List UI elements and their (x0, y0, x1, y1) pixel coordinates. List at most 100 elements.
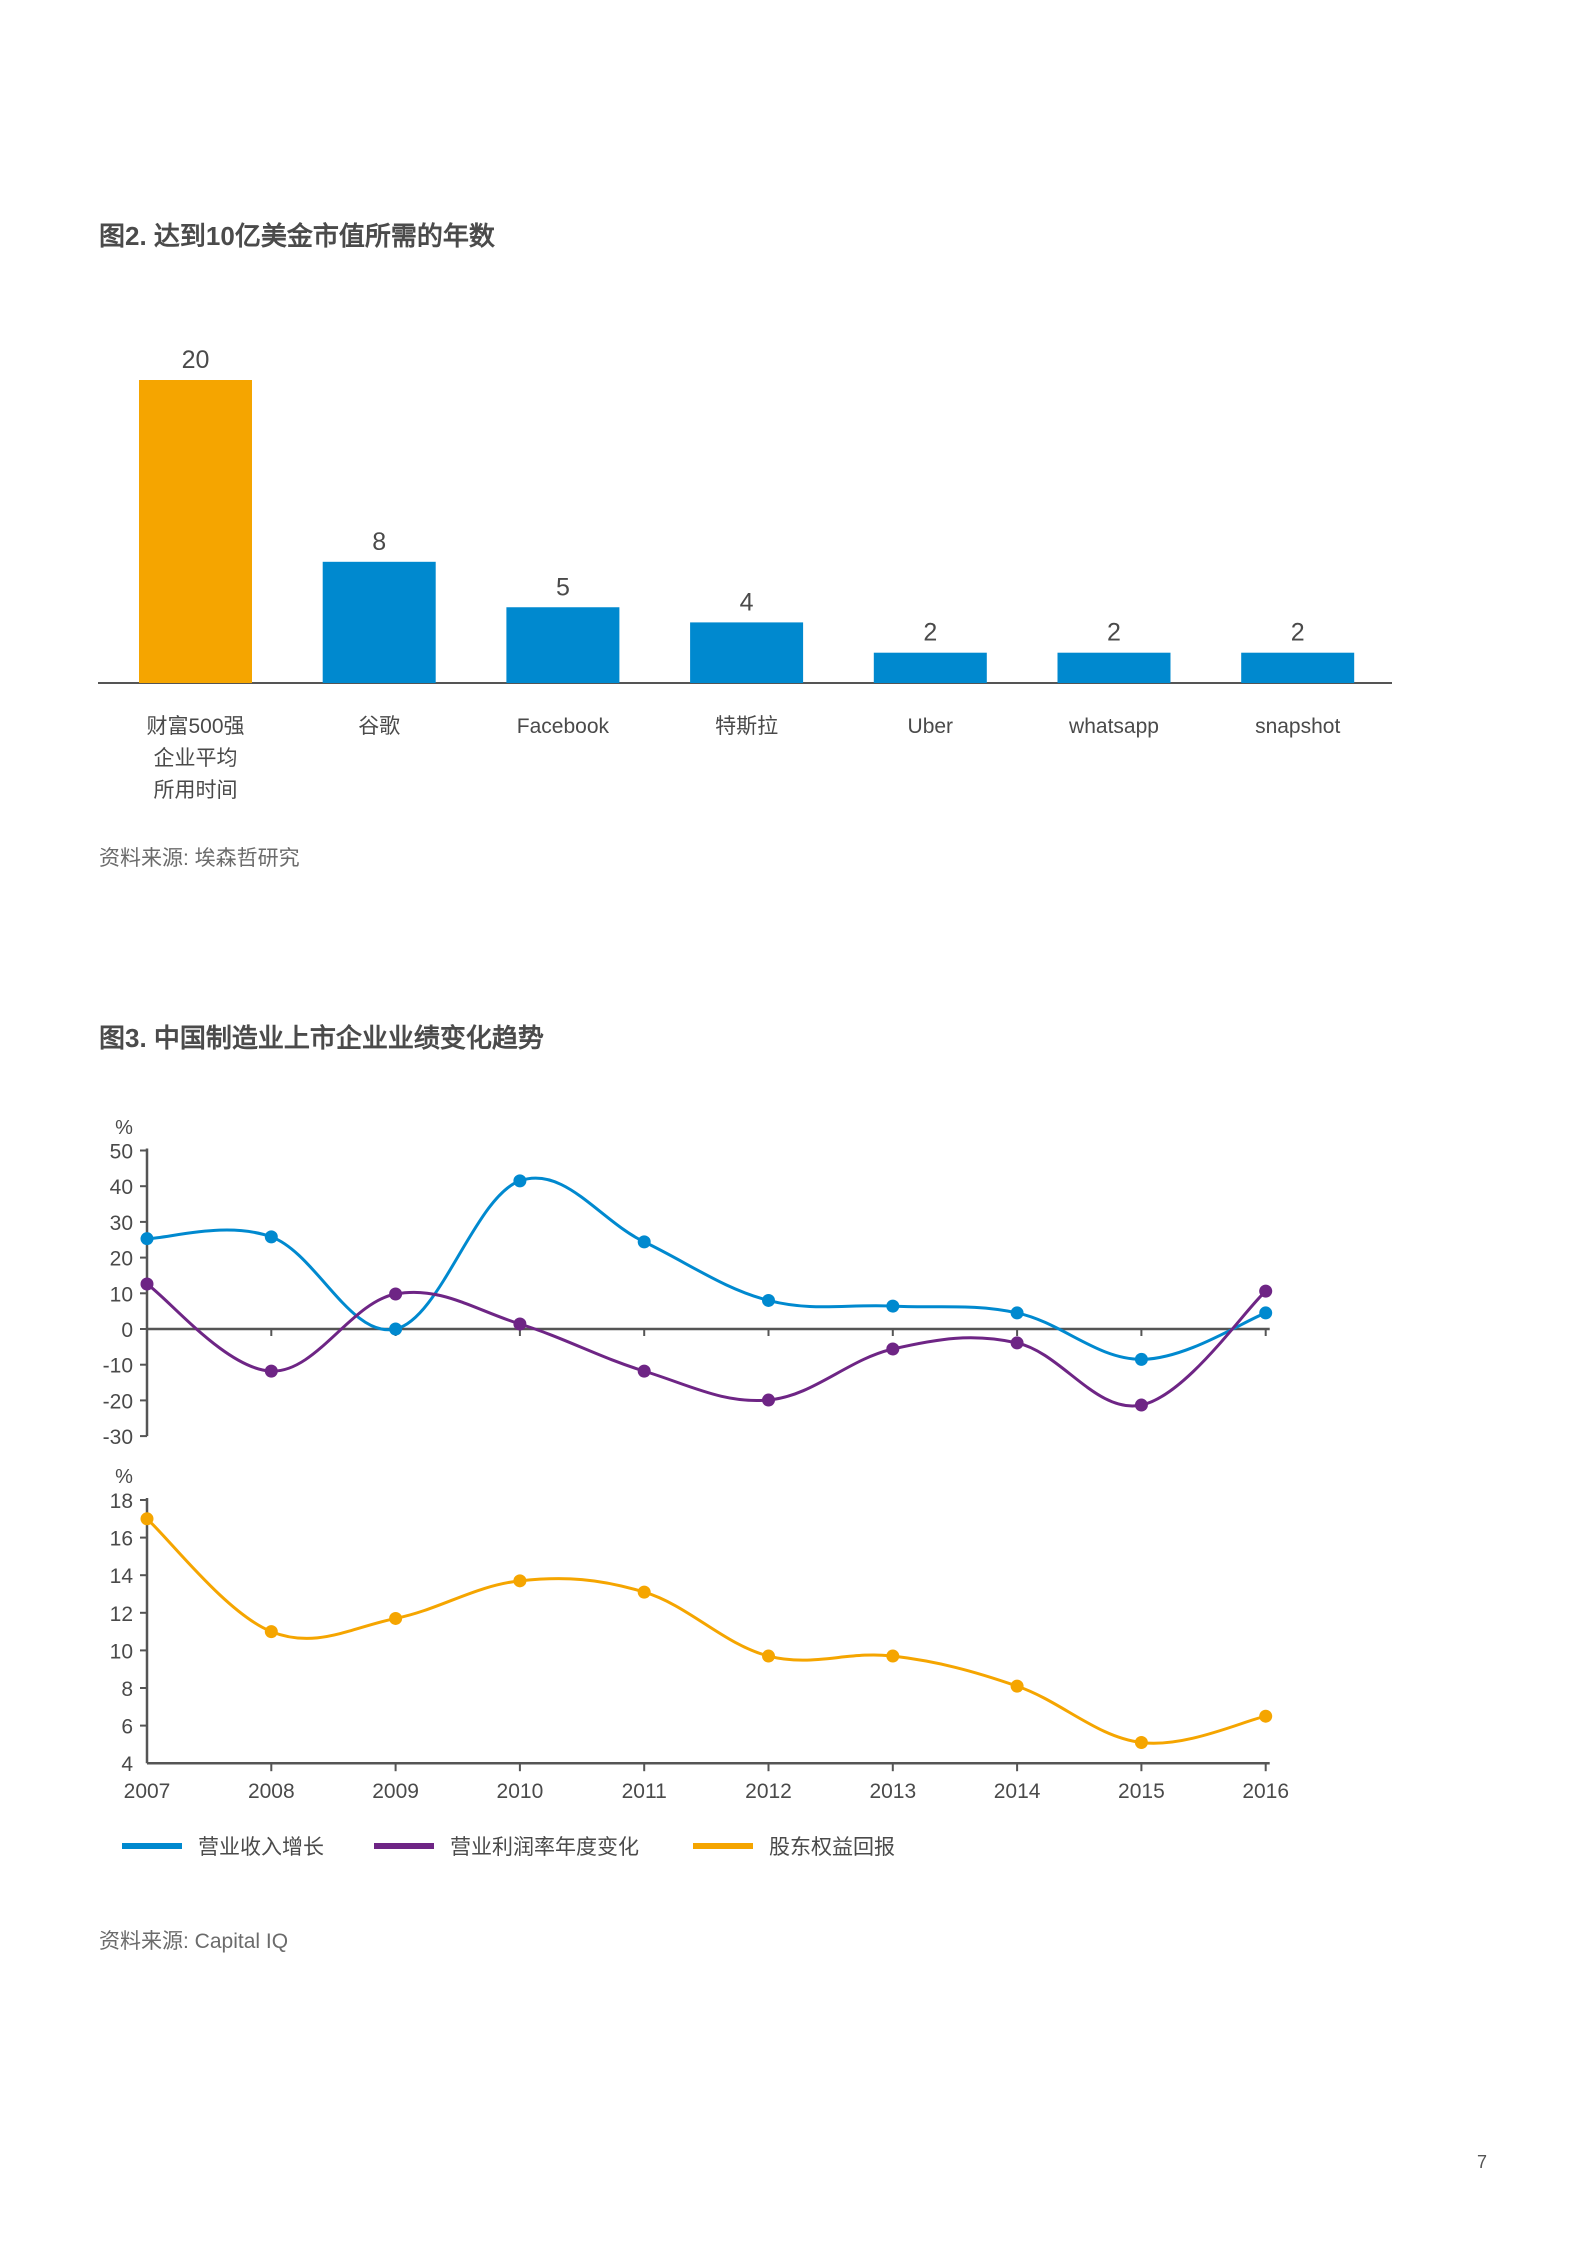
category-label: Facebook (517, 715, 610, 738)
bar-value-label: 20 (182, 346, 210, 374)
data-point (886, 1342, 900, 1356)
category-label: 谷歌 (358, 715, 400, 738)
data-point (886, 1299, 900, 1313)
x-tick-label: 2008 (248, 1780, 295, 1803)
data-point (637, 1585, 651, 1599)
lower-unit-label: % (115, 1466, 133, 1488)
bar-value-label: 2 (923, 619, 937, 647)
x-tick-label: 2016 (1242, 1780, 1289, 1803)
data-point (1010, 1306, 1024, 1320)
data-point (886, 1649, 900, 1663)
legend-label: 营业利润率年度变化 (450, 1836, 639, 1859)
data-point (140, 1512, 154, 1526)
data-point (1010, 1679, 1024, 1693)
legend-item-roe: 股东权益回报 (693, 1831, 895, 1861)
legend-item-margin-change: 营业利润率年度变化 (374, 1831, 693, 1861)
bar (139, 380, 252, 683)
y-tick-label: 4 (121, 1753, 133, 1776)
data-point (1134, 1352, 1148, 1366)
data-point (762, 1649, 775, 1663)
category-label: Uber (908, 715, 954, 738)
legend-swatch-orange (693, 1843, 753, 1849)
data-point (264, 1230, 278, 1244)
data-point (1259, 1284, 1273, 1298)
data-point (1259, 1709, 1273, 1723)
category-label: 所用时间 (154, 779, 238, 802)
data-point (637, 1364, 651, 1378)
figure3-source: 资料来源: Capital IQ (99, 1930, 289, 1953)
data-point (140, 1232, 154, 1246)
y-tick-label: 40 (110, 1176, 133, 1199)
x-tick-label: 2007 (124, 1780, 171, 1803)
data-point (513, 1574, 527, 1588)
data-point (1134, 1736, 1148, 1750)
chart-legend: 营业收入增长 营业利润率年度变化 股东权益回报 (122, 1831, 895, 1861)
series-line (146, 1176, 1267, 1361)
y-tick-label: -30 (103, 1426, 133, 1449)
data-point (389, 1611, 403, 1625)
figure2-source: 资料来源: 埃森哲研究 (99, 847, 300, 870)
x-tick-label: 2009 (372, 1780, 419, 1803)
bar (1057, 652, 1171, 683)
y-tick-label: 0 (121, 1319, 133, 1342)
y-tick-label: -10 (103, 1355, 133, 1378)
series-line (146, 1282, 1267, 1408)
bar-value-label: 4 (740, 588, 754, 616)
y-tick-label: 18 (110, 1490, 133, 1513)
data-point (762, 1393, 775, 1407)
data-point (264, 1625, 278, 1639)
series-line (145, 1517, 1267, 1745)
legend-swatch-blue (122, 1843, 182, 1849)
y-tick-label: 50 (110, 1141, 133, 1164)
data-point (1134, 1398, 1148, 1412)
figure3-title: 图3. 中国制造业上市企业业绩变化趋势 (99, 1023, 544, 1053)
bar (690, 622, 804, 683)
legend-label: 营业收入增长 (198, 1836, 324, 1859)
x-tick-label: 2013 (869, 1780, 916, 1803)
category-label: 特斯拉 (715, 715, 778, 738)
y-tick-label: 20 (110, 1248, 133, 1271)
data-point (1259, 1306, 1273, 1320)
figure2-title: 图2. 达到10亿美金市值所需的年数 (99, 221, 495, 251)
y-tick-label: 12 (110, 1603, 133, 1626)
data-point (140, 1277, 154, 1291)
page-number: 7 (1477, 2152, 1488, 2172)
bar (506, 607, 620, 683)
x-tick-label: 2015 (1118, 1780, 1165, 1803)
data-point (513, 1317, 527, 1331)
bar-value-label: 5 (556, 573, 570, 601)
y-tick-label: 10 (110, 1283, 133, 1306)
data-point (389, 1322, 403, 1336)
y-tick-label: 6 (121, 1716, 133, 1739)
upper-unit-label: % (115, 1117, 133, 1139)
bar-value-label: 2 (1291, 619, 1305, 647)
bar-value-label: 2 (1107, 619, 1121, 647)
category-label: 财富500强 (146, 715, 244, 738)
y-tick-label: 30 (110, 1212, 133, 1235)
x-tick-label: 2011 (622, 1780, 667, 1803)
data-point (264, 1364, 278, 1378)
category-label: 企业平均 (154, 747, 238, 770)
bar (322, 561, 436, 683)
y-tick-label: 16 (110, 1528, 133, 1551)
legend-label: 股东权益回报 (769, 1836, 895, 1859)
legend-item-revenue-growth: 营业收入增长 (122, 1831, 374, 1861)
x-tick-label: 2012 (745, 1780, 792, 1803)
bar (873, 652, 987, 683)
data-point (513, 1174, 527, 1188)
y-tick-label: 14 (110, 1565, 134, 1588)
x-tick-label: 2014 (994, 1780, 1041, 1803)
x-tick-label: 2010 (497, 1780, 544, 1803)
data-point (762, 1293, 775, 1307)
category-label: snapshot (1255, 715, 1340, 738)
legend-swatch-purple (374, 1843, 434, 1849)
bar (1241, 652, 1355, 683)
data-point (1010, 1336, 1024, 1350)
data-point (637, 1235, 651, 1249)
data-point (389, 1287, 403, 1301)
bar-value-label: 8 (372, 528, 386, 556)
y-tick-label: 10 (110, 1640, 133, 1663)
category-label: whatsapp (1068, 715, 1159, 738)
